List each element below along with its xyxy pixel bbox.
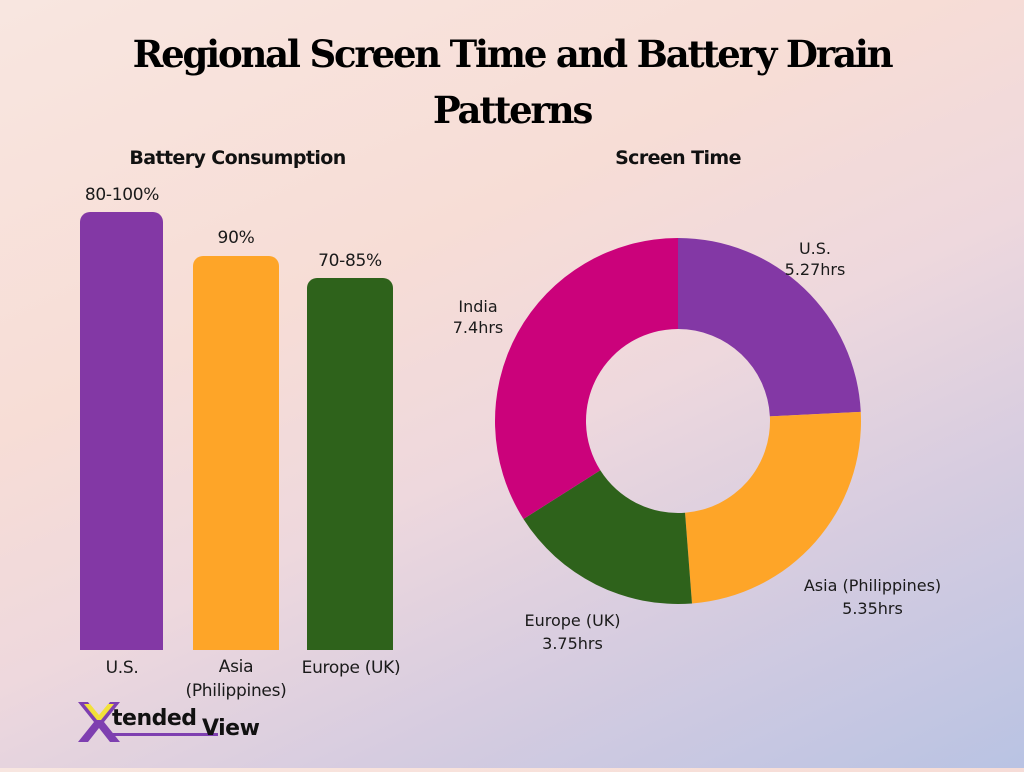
donut-slice-asia-philippines (685, 411, 861, 604)
bar-value-us: 80-100% (84, 185, 160, 205)
donut-label-europe: Europe (UK) 3.75hrs (500, 610, 645, 654)
bar-europe (307, 278, 393, 650)
screen-time-chart-title: Screen Time (615, 147, 741, 169)
donut-slice-u-s (678, 238, 861, 417)
donut-label-asia-value: 5.35hrs (842, 599, 903, 618)
bar-label-europe: Europe (UK) (301, 658, 401, 678)
bar-label-asia: Asia (Philippines) (166, 655, 306, 703)
donut-label-india-name: India (458, 297, 498, 316)
donut-label-europe-value: 3.75hrs (542, 634, 603, 653)
donut-slice-india (495, 238, 678, 519)
xtendedview-logo: tended View (76, 700, 276, 746)
donut-label-us-name: U.S. (798, 239, 832, 258)
logo-word-tended: tended (112, 706, 197, 731)
bar-asia (193, 256, 279, 650)
bar-value-europe: 70-85% (318, 251, 382, 271)
donut-label-asia-name: Asia (Philippines) (803, 576, 942, 595)
logo-underline (112, 733, 218, 736)
logo-word-view: View (202, 716, 260, 741)
battery-chart-title: Battery Consumption (129, 147, 346, 169)
donut-label-asia: Asia (Philippines) 5.35hrs (785, 575, 960, 619)
donut-slice-europe-uk (523, 470, 692, 604)
logo-x-icon (78, 702, 120, 742)
page-title-line-2: Patterns (432, 88, 593, 132)
donut-label-us-value: 5.27hrs (784, 260, 846, 279)
page-title-line-1: Regional Screen Time and Battery Drain (132, 32, 894, 76)
donut-label-europe-name: Europe (UK) (524, 611, 621, 630)
page-title: Regional Screen Time and Battery Drain P… (0, 26, 1024, 138)
donut-label-india-value: 7.4hrs (452, 318, 504, 337)
bar-label-us: U.S. (105, 658, 139, 678)
bar-us (80, 212, 163, 650)
bar-label-asia-line-2: (Philippines) (185, 681, 287, 701)
bar-value-asia: 90% (217, 228, 255, 248)
donut-label-india: India 7.4hrs (438, 296, 518, 338)
bar-label-asia-line-1: Asia (218, 657, 254, 677)
donut-label-us: U.S. 5.27hrs (770, 238, 860, 280)
